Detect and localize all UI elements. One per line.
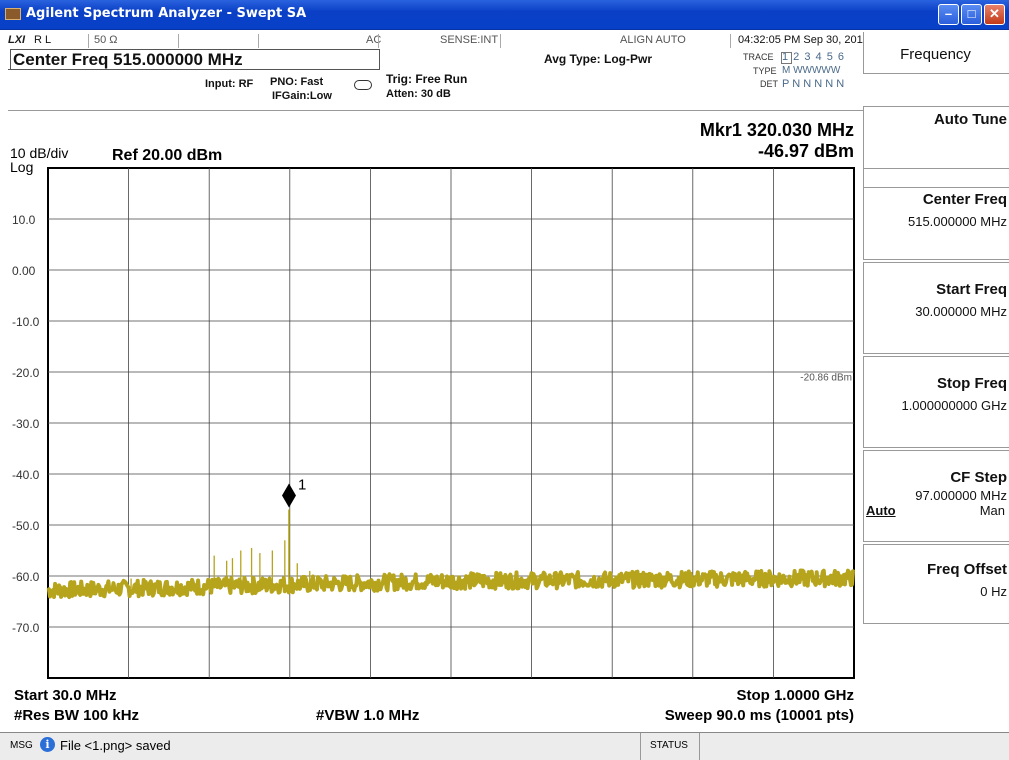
spectrum-plot: 10 dB/div Log Ref 20.00 dBm Mkr1 320.030…	[8, 120, 863, 730]
trace-numbers: 1 2 3 4 5 6	[782, 51, 845, 63]
cf-step-auto[interactable]: Auto	[866, 503, 896, 518]
coupling-indicator: AC	[366, 34, 382, 46]
trace-noise-floor	[46, 568, 856, 600]
softkey-title-label: Frequency	[900, 46, 971, 63]
y-tick-label: -10.0	[12, 315, 40, 329]
close-button[interactable]: ✕	[984, 4, 1005, 25]
info-icon: i	[40, 737, 55, 752]
rl-indicator: R L	[34, 34, 52, 46]
softkey-cf-step-value: 97.000000 MHz	[915, 488, 1007, 503]
timestamp: 04:32:05 PM Sep 30, 2011	[738, 34, 869, 46]
atten-indicator: Atten: 30 dB	[386, 88, 451, 100]
maximize-button[interactable]: □	[961, 4, 982, 25]
marker-1[interactable]: 1	[281, 477, 306, 508]
trig-indicator: Trig: Free Run	[386, 72, 468, 86]
softkey-center-freq-value: 515.000000 MHz	[907, 214, 1007, 229]
ifgain-indicator: IFGain:Low	[272, 90, 332, 102]
avg-type-indicator: Avg Type: Log-Pwr	[544, 52, 652, 66]
marker-label: 1	[298, 477, 306, 494]
softkey-panel: Frequency Auto Tune Center Freq 515.0000…	[863, 32, 1009, 732]
softkey-cf-step[interactable]: CF Step 97.000000 MHz Auto Man	[863, 450, 1009, 542]
lxi-indicator: LXI	[8, 34, 26, 46]
pno-toggle-icon	[354, 80, 372, 90]
rbw-label: #Res BW 100 kHz	[14, 707, 139, 724]
softkey-start-freq[interactable]: Start Freq 30.000000 MHz	[863, 262, 1009, 354]
softkey-title: Frequency	[863, 32, 1009, 74]
softkey-start-freq-value: 30.000000 MHz	[915, 304, 1007, 319]
trace-1	[46, 509, 856, 600]
scale-label: 10 dB/div	[10, 145, 68, 161]
type-values: M WWWWW	[782, 65, 841, 76]
y-tick-label: 0.00	[12, 264, 36, 278]
sweep-label: Sweep 90.0 ms (10001 pts)	[665, 707, 854, 724]
softkey-stop-freq[interactable]: Stop Freq 1.000000000 GHz	[863, 356, 1009, 448]
marker-diamond[interactable]	[281, 483, 296, 508]
softkey-freq-offset-label: Freq Offset	[926, 561, 1007, 578]
softkey-auto-tune-label: Auto Tune	[933, 111, 1007, 128]
align-indicator: ALIGN AUTO	[620, 34, 686, 46]
start-freq-label: Start 30.0 MHz	[14, 687, 117, 704]
softkey-cf-step-label: CF Step	[950, 469, 1007, 486]
softkey-stop-freq-label: Stop Freq	[937, 375, 1007, 392]
spectrum-display: 10 dB/div Log Ref 20.00 dBm Mkr1 320.030…	[8, 120, 863, 735]
softkey-auto-tune[interactable]: Auto Tune	[863, 106, 1009, 188]
marker-frequency: Mkr1 320.030 MHz	[700, 120, 854, 140]
window-title: Agilent Spectrum Analyzer - Swept SA	[26, 6, 307, 21]
pno-indicator: PNO: Fast	[270, 76, 324, 88]
log-label: Log	[10, 159, 33, 175]
minimize-button[interactable]: –	[938, 4, 959, 25]
softkey-freq-offset-value: 0 Hz	[980, 584, 1007, 599]
y-tick-label: -60.0	[12, 570, 40, 584]
input-indicator: Input: RF	[205, 78, 254, 90]
y-axis-ticks: 10.0 0.00 -10.0 -20.0 -30.0 -40.0 -50.0 -60.0 -7…	[12, 213, 40, 635]
y-tick-label: -30.0	[12, 417, 40, 431]
display-line-label: -20.86 dBm	[800, 372, 852, 383]
cf-step-man[interactable]: Man	[979, 503, 1005, 518]
y-tick-label: -50.0	[12, 519, 40, 533]
ref-level: Ref 20.00 dBm	[112, 147, 222, 164]
msg-label: MSG	[10, 740, 33, 751]
y-tick-label: -20.0	[12, 366, 40, 380]
center-freq-display: Center Freq 515.000000 MHz	[10, 49, 380, 69]
sense-indicator: SENSE:INT	[440, 34, 499, 46]
app-icon	[5, 8, 21, 20]
marker-amplitude: -46.97 dBm	[758, 141, 854, 161]
stop-freq-label: Stop 1.0000 GHz	[736, 687, 854, 704]
y-tick-label: -40.0	[12, 468, 40, 482]
softkey-freq-offset[interactable]: Freq Offset 0 Hz	[863, 544, 1009, 624]
impedance-indicator: 50 Ω	[94, 34, 118, 46]
softkey-stop-freq-value: 1.000000000 GHz	[901, 398, 1007, 413]
det-values: P N N N N N	[782, 78, 845, 90]
type-label: TYPE	[753, 66, 777, 76]
y-tick-label: 10.0	[12, 213, 36, 227]
softkey-center-freq[interactable]: Center Freq 515.000000 MHz	[863, 168, 1009, 260]
softkey-start-freq-label: Start Freq	[936, 281, 1007, 298]
y-tick-label: -70.0	[12, 621, 40, 635]
measurement-header: LXI R L 50 Ω AC SENSE:INT ALIGN AUTO 04:…	[8, 32, 868, 118]
cf-step-mode: Auto Man	[864, 503, 1007, 519]
softkey-center-freq-label: Center Freq	[922, 191, 1007, 208]
trace-label: TRACE	[743, 52, 774, 62]
status-message: File <1.png> saved	[60, 738, 171, 753]
vbw-label: #VBW 1.0 MHz	[316, 707, 419, 724]
status-bar: MSG i File <1.png> saved STATUS	[0, 732, 1009, 760]
status-label: STATUS	[650, 740, 688, 751]
window-title-bar: Agilent Spectrum Analyzer - Swept SA – □…	[0, 0, 1009, 30]
det-label: DET	[760, 79, 778, 89]
